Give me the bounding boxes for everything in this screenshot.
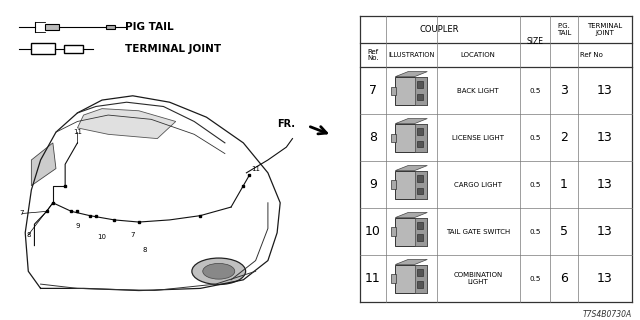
Text: TERMINAL JOINT: TERMINAL JOINT [125,44,221,54]
Text: Ref
No.: Ref No. [367,49,379,61]
Text: 11: 11 [251,165,260,172]
Text: COUPLER: COUPLER [420,25,460,34]
Text: 10: 10 [97,234,106,240]
Bar [417,269,423,276]
Text: 1: 1 [560,178,568,191]
Polygon shape [77,108,176,139]
Text: 0.5: 0.5 [529,135,541,141]
Text: 6: 6 [560,272,568,285]
Bar [392,228,396,236]
Bar [392,86,396,95]
Bar [417,93,423,100]
Bar [64,45,83,53]
Text: 7: 7 [20,211,24,217]
Text: 0.5: 0.5 [529,182,541,188]
Text: 7: 7 [131,232,135,238]
Bar [45,24,59,29]
Text: 9: 9 [369,178,377,191]
Text: 13: 13 [597,178,612,191]
Bar [415,171,428,199]
Text: 9: 9 [75,223,80,229]
Text: CARGO LIGHT: CARGO LIGHT [454,182,502,188]
Text: 8: 8 [369,131,377,144]
Text: TERMINAL
JOINT: TERMINAL JOINT [587,23,622,36]
Text: BACK LIGHT: BACK LIGHT [458,88,499,94]
Polygon shape [396,119,428,124]
Bar [415,218,428,246]
Bar [417,128,423,135]
Text: 8: 8 [26,232,31,238]
Bar [415,77,428,105]
Bar [392,274,396,283]
Bar [415,265,428,293]
Text: LICENSE LIGHT: LICENSE LIGHT [452,135,504,141]
Text: TAIL GATE SWITCH: TAIL GATE SWITCH [446,229,510,235]
Text: 13: 13 [597,131,612,144]
Text: 10: 10 [365,225,381,238]
Text: 0.5: 0.5 [529,88,541,94]
Text: 5: 5 [560,225,568,238]
Text: 0.5: 0.5 [529,229,541,235]
Circle shape [192,258,246,284]
Bar [417,175,423,182]
Text: 8: 8 [143,247,147,253]
Text: 11: 11 [73,129,82,135]
Bar [417,282,423,288]
Circle shape [203,263,235,279]
Bar [417,81,423,88]
Text: SIZE: SIZE [527,37,543,46]
Text: 13: 13 [597,225,612,238]
Text: 2: 2 [560,131,568,144]
Text: 7: 7 [369,84,377,97]
Bar [417,140,423,147]
Polygon shape [31,143,56,186]
Text: T7S4B0730A: T7S4B0730A [582,310,632,319]
Bar [396,171,428,199]
Bar [392,180,396,189]
Polygon shape [396,260,428,265]
Bar [417,235,423,241]
Polygon shape [396,212,428,218]
Text: LOCATION: LOCATION [461,52,495,58]
Bar [415,124,428,152]
Bar [396,265,428,293]
Text: P.G.
TAIL: P.G. TAIL [557,23,572,36]
Bar [392,133,396,142]
Text: FR.: FR. [277,119,295,129]
Text: 0.5: 0.5 [529,276,541,282]
Polygon shape [396,72,428,77]
Bar [396,218,428,246]
Text: ILLUSTRATION: ILLUSTRATION [388,52,435,58]
Text: Ref No: Ref No [579,52,602,58]
Bar [31,43,55,54]
Bar [417,222,423,229]
Bar [417,188,423,194]
Text: 13: 13 [597,272,612,285]
Text: 13: 13 [597,84,612,97]
Bar [396,124,428,152]
Text: 11: 11 [365,272,381,285]
Bar [106,25,115,29]
Text: 3: 3 [560,84,568,97]
Text: COMBINATION
LIGHT: COMBINATION LIGHT [454,272,503,285]
Bar [396,77,428,105]
Polygon shape [396,165,428,171]
Text: PIG TAIL: PIG TAIL [125,22,173,32]
